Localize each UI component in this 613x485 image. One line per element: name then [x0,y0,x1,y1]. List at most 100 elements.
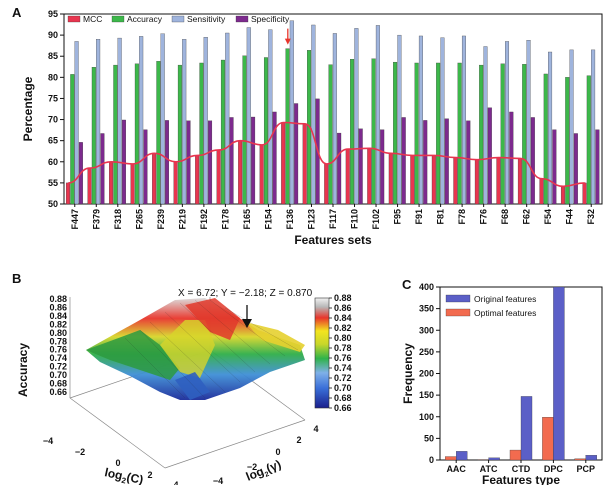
panel-b-y-tick: 4 [313,424,318,434]
panel-c-y-ticks: 0 50 100 150 200 250 300 350 400 [419,282,440,465]
panel-a-bar-accuracy [242,55,247,205]
panel-a-y-tick-label: 75 [48,93,58,103]
panel-a-bar-specificity [229,117,234,205]
panel-b-colorbar-tick-label: 0.68 [334,393,352,403]
panel-c-bar-original [488,457,500,461]
panel-a-x-tick-label: F54 [543,209,553,225]
panel-a-bar-specificity [186,120,191,205]
panel-a-bar-sensitivity [332,33,337,205]
panel-b-colorbar-ticks: 0.880.860.840.820.800.780.760.740.720.70… [329,293,352,413]
panel-b-x-tick: 4 [173,480,178,485]
panel-c-bar-original [553,286,565,461]
panel-a-bar-specificity [164,120,169,205]
panel-c-y-tick-label: 200 [419,369,434,379]
panel-a-x-ticks: F447 F379 F318 F265 F239 F219 F192 F178 F165 F154… [70,204,596,230]
panel-a-bar-specificity [552,129,557,205]
panel-a-bar-specificity [251,116,256,205]
panel-b-z-tick-label: 0.88 [49,294,67,304]
panel-a-bar-accuracy [393,61,398,205]
panel-a-bar-sensitivity [289,20,294,205]
panel-a-x-tick-label: F192 [199,209,209,230]
panel-a-bar-mcc [431,155,436,205]
panel-a-x-tick-label: F91 [414,209,424,225]
panel-c: C 0 50 100 150 200 250 300 350 400 AAC ATC CTD DPC P… [401,277,603,485]
panel-b-y-tick: 2 [296,435,301,445]
panel-c-bar-original [520,396,533,461]
panel-a-bar-accuracy [565,77,570,205]
panel-a-arrowhead [284,38,291,45]
panel-c-y-tick-label: 400 [419,282,434,292]
panel-b-z-tick-label: 0.80 [49,328,67,338]
panel-a-bar-sensitivity [160,33,165,205]
panel-b-colorbar-tick-label: 0.78 [334,343,352,353]
panel-a-bar-specificity [466,120,471,205]
panel-a-bar-sensitivity [311,24,316,205]
panel-a-bar-mcc [453,157,458,205]
panel-a-bar-mcc [87,167,92,205]
panel-a-legend-label-mcc: MCC [83,14,102,24]
panel-a-y-tick-label: 95 [48,9,58,19]
panel-a-bars [66,20,600,205]
panel-a-bar-mcc [560,186,565,205]
panel-a-x-tick-label: F318 [113,209,123,230]
panel-a-bar-accuracy [371,58,376,205]
panel-a-bar-specificity [272,111,277,205]
panel-c-x-tick-label: AAC [446,464,466,474]
panel-c-letter: C [402,277,412,292]
panel-c-legend: Original features Optimal features [445,294,536,318]
panel-a-bar-mcc [474,159,479,205]
panel-a-y-tick-label: 80 [48,72,58,82]
panel-a-x-tick-label: F219 [177,209,187,230]
panel-a-bar-sensitivity [354,28,359,205]
panel-a-bar-specificity [294,103,299,205]
panel-b-y-tick: −4 [213,476,223,485]
panel-b-z-axis-label: Accuracy [16,343,30,397]
panel-b-x-axis-label: log2(C) [103,465,145,485]
panel-a-bar-sensitivity [96,39,101,205]
panel-a-bar-mcc [410,155,415,205]
panel-a-x-tick-label: F76 [479,209,489,225]
panel-a-bar-sensitivity [526,40,531,205]
panel-a-bar-accuracy [199,62,204,205]
panel-a-x-tick-label: F154 [263,209,273,230]
panel-c-legend-label-original: Original features [474,294,536,304]
panel-a-bar-accuracy [263,57,268,205]
panel-c-legend-swatch-original [445,294,471,303]
panel-c-x-tick-label: CTD [512,464,531,474]
panel-b-z-tick-label: 0.74 [49,353,67,363]
panel-a-bar-accuracy [457,62,462,205]
panel-a-bar-specificity [358,128,363,205]
panel-a-bar-mcc [216,149,221,205]
panel-a-bar-accuracy [328,64,333,205]
panel-a-bar-accuracy [414,62,419,205]
panel-a-y-ticks: 50 55 60 65 70 75 80 85 90 95 [48,9,64,209]
panel-a-bar-specificity [380,129,385,205]
panel-a-y-tick-label: 50 [48,199,58,209]
panel-b-x-tick: 0 [115,458,120,468]
panel-a-legend-swatch-mcc [67,15,81,23]
panel-a-bar-accuracy [586,75,591,205]
panel-c-y-tick-label: 0 [429,455,434,465]
panel-a-bar-sensitivity [117,37,122,205]
panel-c-bar-optimal [574,458,586,461]
panel-c-x-tick-label: PCP [577,464,596,474]
panel-c-x-ticks: AAC ATC CTD DPC PCP [446,460,595,474]
panel-a-bar-accuracy [156,61,161,205]
panel-a-bar-accuracy [543,73,548,205]
panel-c-bar-optimal [445,456,457,461]
panel-a-legend-swatch-accuracy [111,15,125,23]
panel-a-x-tick-label: F239 [156,209,166,230]
panel-b-z-tick-label: 0.84 [49,311,67,321]
panel-a-x-tick-label: F123 [306,209,316,230]
panel-b-z-tick-label: 0.66 [49,387,67,397]
panel-a-y-tick-label: 55 [48,178,58,188]
panel-b-z-tick-label: 0.86 [49,302,67,312]
panel-b-peak-annotation: X = 6.72; Y = −2.18; Z = 0.870 [178,288,313,299]
panel-a-bar-mcc [66,182,71,205]
panel-b-x-tick: −4 [43,436,53,446]
panel-b: B Accuracy 0.880.860.840.820.800.780.760… [12,271,352,485]
panel-a-bar-sensitivity [591,49,596,205]
panel-a-x-tick-label: F44 [565,209,575,225]
